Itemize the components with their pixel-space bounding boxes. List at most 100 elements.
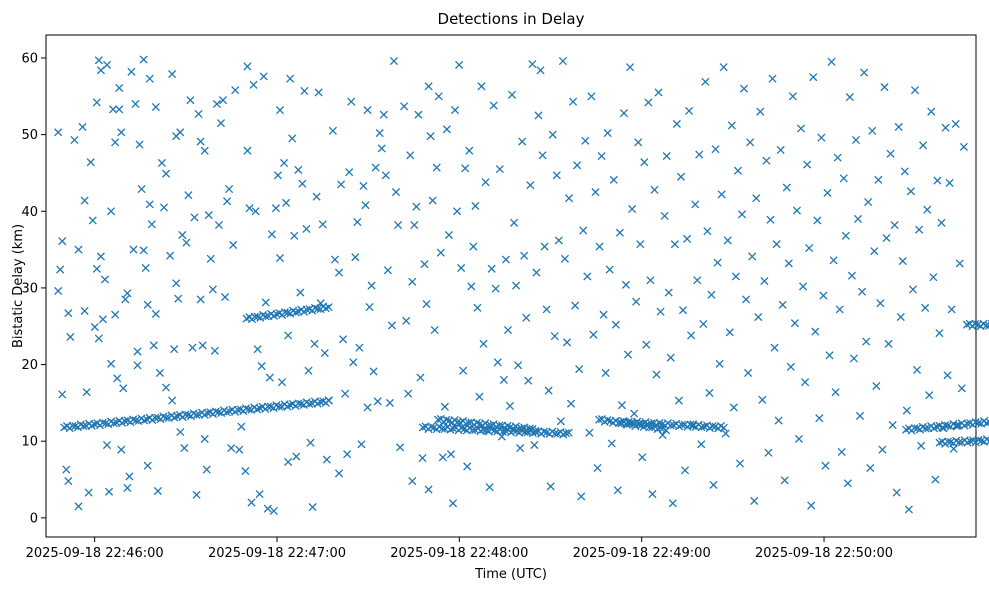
data-point-marker xyxy=(141,263,150,273)
data-point-marker xyxy=(943,437,952,446)
data-point-marker xyxy=(477,82,486,91)
data-point-marker xyxy=(294,165,303,174)
data-point-marker xyxy=(921,424,930,433)
x-tick-label: 2025-09-18 22:46:00 xyxy=(26,546,164,561)
data-point-marker xyxy=(518,137,527,146)
data-point-marker xyxy=(210,346,219,355)
data-point-marker xyxy=(200,434,209,443)
data-point-marker xyxy=(145,74,154,83)
data-point-marker xyxy=(727,121,736,130)
data-point-marker xyxy=(371,163,380,172)
data-point-marker xyxy=(786,362,795,371)
data-point-marker xyxy=(892,488,901,497)
data-point-marker xyxy=(473,303,482,312)
data-point-marker xyxy=(414,110,423,119)
data-point-marker xyxy=(538,151,547,160)
data-point-marker xyxy=(251,207,260,216)
data-point-marker xyxy=(742,295,751,304)
data-point-marker xyxy=(957,384,966,393)
data-point-marker xyxy=(951,119,960,128)
data-point-marker xyxy=(927,107,936,116)
data-point-marker xyxy=(280,158,289,168)
data-point-marker xyxy=(244,405,253,414)
data-point-marker xyxy=(756,107,765,116)
data-point-marker xyxy=(746,138,755,147)
data-point-marker xyxy=(297,399,306,408)
data-point-marker xyxy=(624,417,633,426)
data-point-marker xyxy=(426,132,435,141)
data-point-marker xyxy=(670,240,679,249)
data-point-marker xyxy=(363,403,372,412)
data-point-marker xyxy=(149,341,158,350)
data-point-marker xyxy=(680,466,690,475)
data-point-marker xyxy=(433,415,443,424)
data-point-marker xyxy=(277,378,287,387)
data-point-marker xyxy=(79,421,88,431)
data-point-marker xyxy=(505,401,515,411)
data-point-marker xyxy=(468,426,477,435)
data-point-marker xyxy=(660,211,669,220)
data-point-marker xyxy=(841,231,850,240)
data-point-marker xyxy=(440,402,449,411)
x-axis: 2025-09-18 22:46:00 2025-09-18 22:47:00 20… xyxy=(26,537,893,561)
data-point-marker xyxy=(267,230,276,239)
data-point-marker xyxy=(153,486,162,496)
data-point-marker xyxy=(151,309,160,319)
data-point-marker xyxy=(442,415,451,424)
data-point-marker xyxy=(442,125,451,134)
data-point-marker xyxy=(910,86,920,95)
data-point-marker xyxy=(715,359,724,368)
data-point-marker xyxy=(273,171,283,180)
data-point-marker xyxy=(532,268,541,277)
data-point-marker xyxy=(229,240,238,250)
data-point-marker xyxy=(827,57,836,66)
data-point-marker xyxy=(904,505,913,514)
data-point-marker xyxy=(514,361,523,370)
data-point-marker xyxy=(674,396,683,405)
chart-title: Detections in Delay xyxy=(438,10,585,28)
data-point-marker xyxy=(111,138,120,147)
data-point-marker xyxy=(159,203,169,212)
data-point-marker xyxy=(196,137,205,146)
data-point-marker xyxy=(438,453,447,462)
data-point-marker xyxy=(469,242,478,251)
data-point-marker xyxy=(320,349,329,358)
data-point-marker xyxy=(805,244,814,253)
data-point-marker xyxy=(322,455,331,464)
data-point-marker xyxy=(628,204,637,214)
data-point-marker xyxy=(682,234,692,243)
data-point-marker xyxy=(328,126,337,135)
data-point-marker xyxy=(253,312,262,321)
data-point-marker xyxy=(94,56,103,65)
data-point-marker xyxy=(396,443,405,452)
data-point-marker xyxy=(113,374,122,383)
data-point-marker xyxy=(220,293,230,302)
data-point-marker xyxy=(752,194,761,203)
data-point-marker xyxy=(652,370,661,379)
data-point-marker xyxy=(491,284,500,293)
data-point-marker xyxy=(603,416,612,425)
data-point-marker xyxy=(644,98,653,107)
data-point-marker xyxy=(161,383,171,392)
data-point-marker xyxy=(64,476,73,486)
data-point-marker xyxy=(100,275,110,284)
y-tick-label: 60 xyxy=(21,51,38,66)
data-point-marker xyxy=(96,252,105,261)
data-point-marker xyxy=(324,396,333,405)
data-point-marker xyxy=(917,441,926,450)
data-point-marker xyxy=(817,133,826,142)
data-point-marker xyxy=(870,247,879,256)
data-point-marker xyxy=(412,202,421,211)
data-point-marker xyxy=(754,312,763,322)
data-point-marker xyxy=(708,422,717,431)
data-point-marker xyxy=(269,506,278,516)
data-point-marker xyxy=(583,272,592,281)
data-point-marker xyxy=(876,299,885,308)
data-point-marker xyxy=(619,109,629,118)
data-point-marker xyxy=(707,290,716,299)
data-point-marker xyxy=(298,179,307,188)
data-point-marker xyxy=(481,178,490,187)
data-point-marker xyxy=(218,96,228,105)
data-point-marker xyxy=(516,444,525,453)
data-point-marker xyxy=(385,398,394,407)
